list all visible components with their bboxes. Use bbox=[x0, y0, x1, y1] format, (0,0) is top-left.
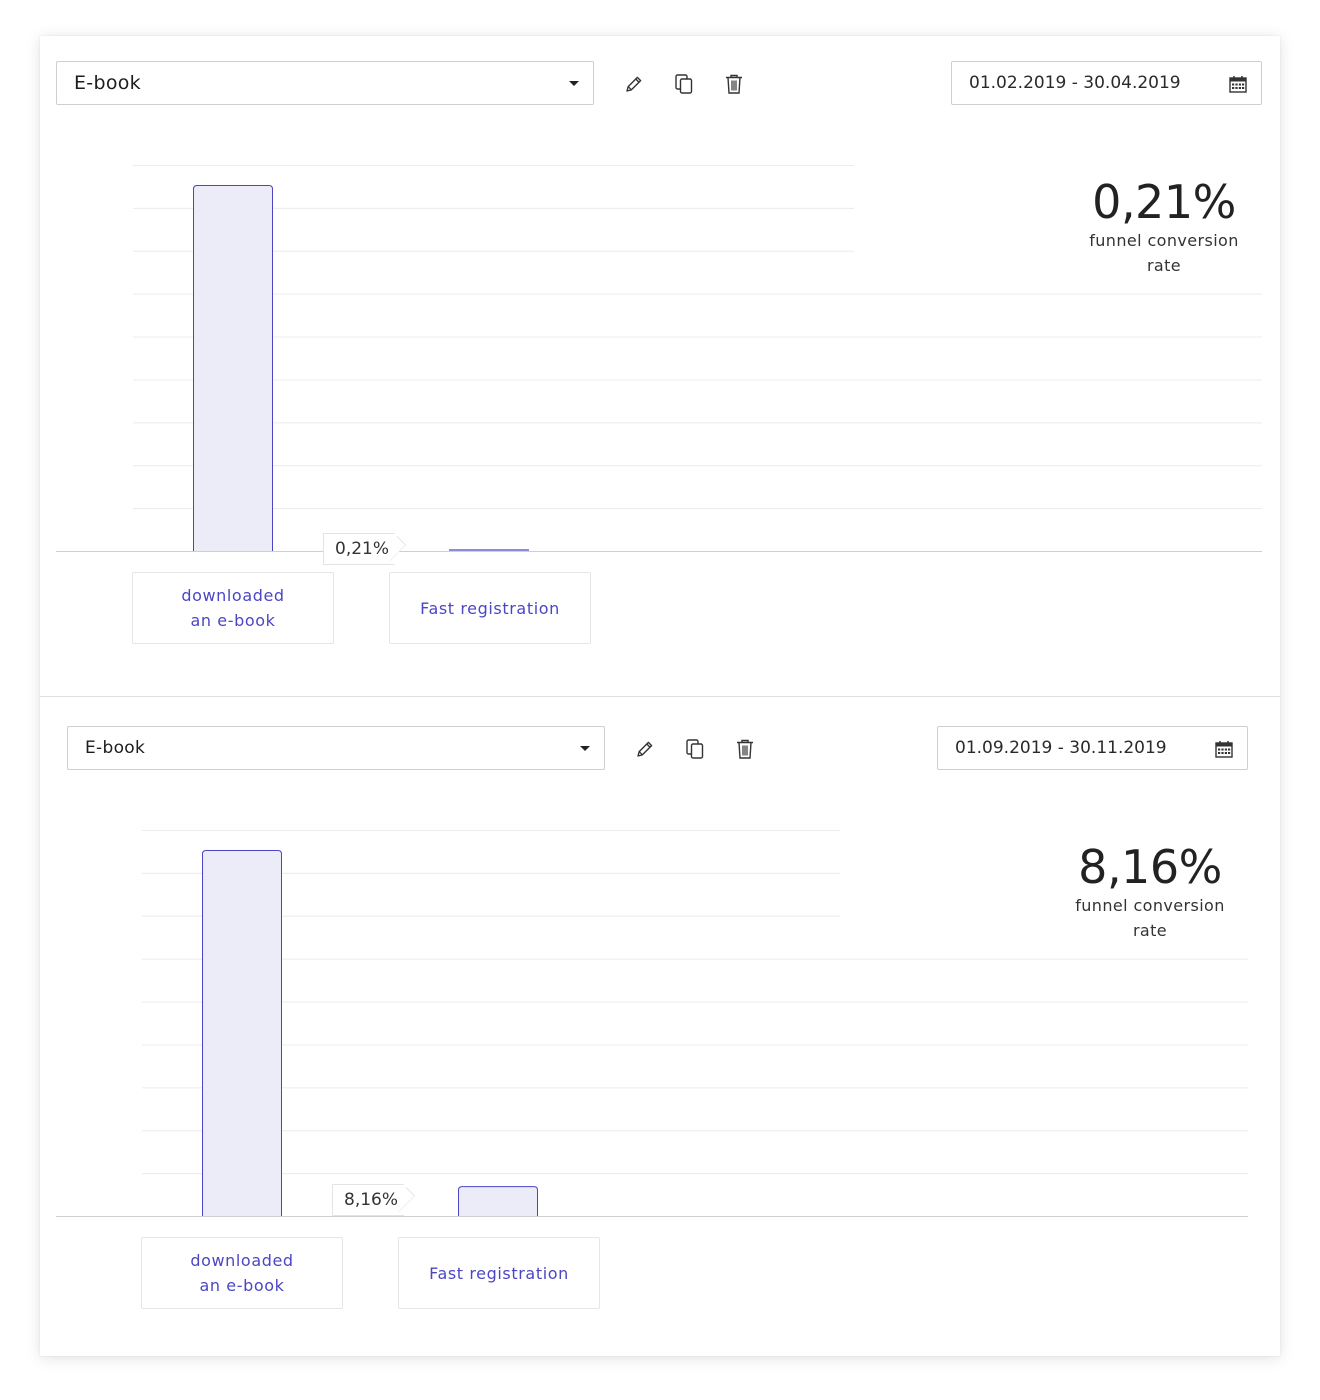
calendar-icon[interactable] bbox=[1229, 75, 1247, 93]
funnel-panel-1: E-book bbox=[40, 36, 1280, 696]
stage-label-downloaded[interactable]: downloaded an e-book bbox=[132, 572, 334, 644]
pencil-icon bbox=[637, 741, 653, 757]
kpi-caption: funnel conversion rate bbox=[1075, 896, 1225, 940]
pencil-icon bbox=[626, 76, 642, 92]
trash-icon bbox=[737, 739, 753, 759]
funnel-chart-1 bbox=[56, 165, 1262, 552]
funnel-conversion-kpi: 0,21% funnel conversion rate bbox=[1084, 176, 1244, 278]
date-range-value: 01.09.2019 - 30.11.2019 bbox=[955, 738, 1167, 758]
stage-label-downloaded[interactable]: downloaded an e-book bbox=[141, 1237, 343, 1309]
funnel-bar bbox=[193, 185, 273, 551]
date-range-picker[interactable]: 01.09.2019 - 30.11.2019 bbox=[937, 726, 1248, 770]
funnel-select[interactable]: E-book bbox=[56, 61, 594, 105]
funnel-select-value: E-book bbox=[74, 72, 141, 94]
kpi-value: 0,21% bbox=[1092, 175, 1236, 229]
chevron-down-icon[interactable] bbox=[580, 746, 590, 751]
edit-button[interactable] bbox=[633, 737, 657, 761]
date-range-picker[interactable]: 01.02.2019 - 30.04.2019 bbox=[951, 61, 1262, 105]
funnel-bar bbox=[458, 1186, 538, 1216]
trash-icon bbox=[726, 74, 742, 94]
kpi-value: 8,16% bbox=[1078, 840, 1222, 894]
stage-label-fast-registration[interactable]: Fast registration bbox=[398, 1237, 600, 1309]
step-conversion-value: 0,21% bbox=[335, 539, 390, 559]
funnel-chart-2 bbox=[56, 830, 1248, 1217]
panel-divider bbox=[40, 696, 1280, 697]
copy-button[interactable] bbox=[683, 737, 707, 761]
stage-label-fast-registration[interactable]: Fast registration bbox=[389, 572, 591, 644]
funnel-bar bbox=[202, 850, 282, 1216]
step-conversion-value: 8,16% bbox=[344, 1190, 399, 1210]
delete-button[interactable] bbox=[722, 72, 746, 96]
copy-icon bbox=[686, 739, 704, 759]
step-conversion-badge: 0,21% bbox=[323, 533, 396, 565]
copy-button[interactable] bbox=[672, 72, 696, 96]
calendar-icon[interactable] bbox=[1215, 740, 1233, 758]
edit-button[interactable] bbox=[622, 72, 646, 96]
funnel-panel-2: E-book bbox=[40, 701, 1280, 1361]
copy-icon bbox=[675, 74, 693, 94]
delete-button[interactable] bbox=[733, 737, 757, 761]
funnel-select-value: E-book bbox=[85, 738, 146, 758]
step-conversion-badge: 8,16% bbox=[332, 1184, 405, 1216]
kpi-caption: funnel conversion rate bbox=[1089, 231, 1239, 275]
chevron-down-icon[interactable] bbox=[569, 81, 579, 86]
date-range-value: 01.02.2019 - 30.04.2019 bbox=[969, 73, 1181, 93]
funnel-conversion-kpi: 8,16% funnel conversion rate bbox=[1070, 841, 1230, 943]
funnel-card: E-book bbox=[40, 36, 1280, 1356]
funnel-select[interactable]: E-book bbox=[67, 726, 605, 770]
